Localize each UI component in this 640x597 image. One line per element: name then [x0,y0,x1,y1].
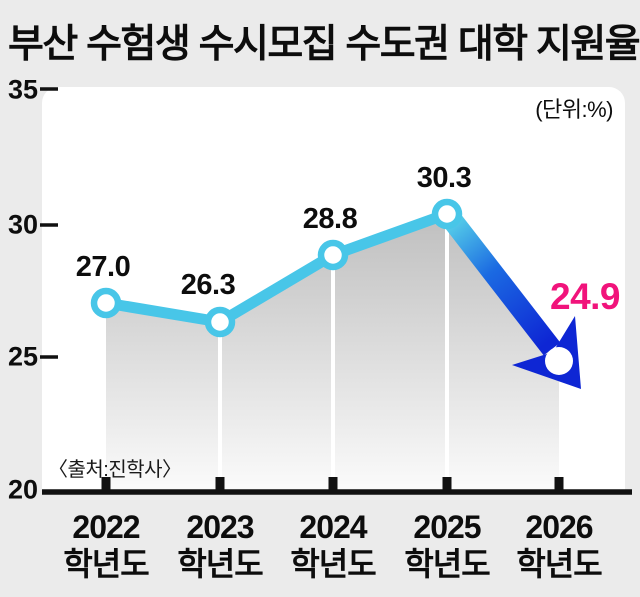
x-axis-suffix: 학년도 [177,546,263,582]
x-axis-suffix: 학년도 [404,546,490,582]
arrow-body [440,209,561,356]
y-axis-label-20: 20 [7,474,38,505]
y-axis-label-25: 25 [7,341,38,372]
value-label-2025: 30.3 [416,162,472,194]
x-axis-year: 2023 [186,509,254,545]
x-axis-label-2022: 2022 학년도 [41,509,171,583]
page-title: 부산 수험생 수시모집 수도권 대학 지원율 [8,23,640,66]
source-label: 〈출처:진학사〉 [48,459,182,481]
value-label-2024: 28.8 [302,203,358,235]
x-tick-2023 [215,477,225,490]
value-label-2023: 26.3 [180,269,236,301]
x-axis-label-2024: 2024 학년도 [268,509,398,583]
x-tick-2024 [328,477,338,490]
value-label-2022: 27.0 [75,251,131,283]
unit-label: (단위:%) [535,97,613,122]
x-tick-2026 [554,477,564,490]
data-point-2026 [545,347,573,375]
value-label-2026-highlight: 24.9 [549,276,621,317]
y-axis-label-35: 35 [7,74,38,105]
x-axis-year: 2024 [299,509,367,545]
x-axis-suffix: 학년도 [516,546,602,582]
x-axis-suffix: 학년도 [290,546,376,582]
data-point-2022 [90,287,122,319]
x-axis-year: 2025 [413,509,481,545]
x-axis-year: 2022 [72,509,140,545]
x-tick-2025 [442,477,452,490]
x-axis-label-2026: 2026 학년도 [494,509,624,583]
x-axis-year: 2026 [525,509,593,545]
x-axis-label-2023: 2023 학년도 [155,509,285,583]
series-line [100,208,453,328]
x-axis-label-2025: 2025 학년도 [382,509,512,583]
y-axis-label-30: 30 [7,209,38,240]
data-point-2025 [431,198,463,230]
x-axis-suffix: 학년도 [63,546,149,582]
data-point-2023 [204,306,236,338]
data-point-2024 [317,239,349,271]
x-tick-2022 [101,477,111,490]
